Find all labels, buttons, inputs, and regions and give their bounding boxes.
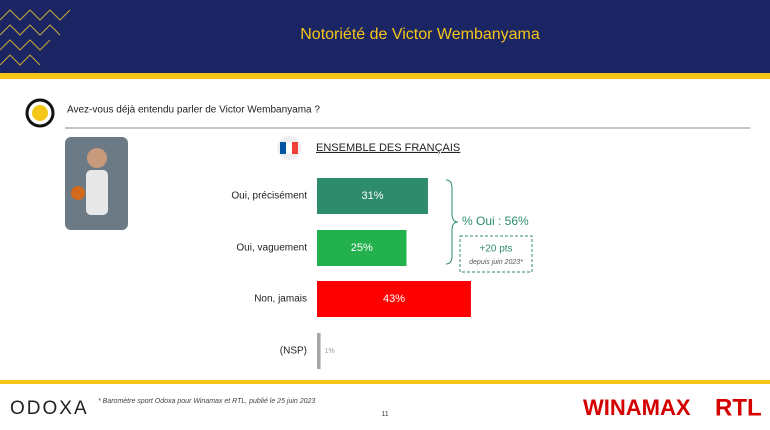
category-label: (NSP) [280, 346, 307, 357]
question-icon [25, 98, 55, 128]
flag-red [292, 142, 298, 154]
question: Avez-vous déjà entendu parler de Victor … [67, 105, 320, 116]
sponsor-logo: WINAMAX [583, 395, 691, 420]
annotation-total: % Oui : 56% [462, 214, 529, 228]
annotation-since: depuis juin 2023* [469, 259, 523, 266]
header-pattern [0, 9, 71, 66]
header-band [0, 0, 770, 73]
footer-rule [0, 380, 770, 384]
bars: Oui, précisément 31% Oui, vaguement 25% Non,… [231, 178, 471, 369]
value-label: 25% [351, 242, 373, 254]
player-photo-head [87, 148, 107, 168]
brace [445, 179, 459, 265]
value-label: 31% [361, 190, 383, 202]
category-label: Oui, précisément [231, 191, 307, 202]
annotation-change: +20 pts [479, 244, 512, 255]
bar [317, 178, 428, 214]
footer-logo: ODOXA [10, 398, 89, 419]
player-photo-ball [71, 186, 85, 200]
value-label: 1% [325, 348, 335, 355]
value-label: 43% [383, 293, 405, 305]
header-rule [0, 73, 770, 79]
sponsor-logo: RTL [715, 394, 762, 421]
page-number: 11 [381, 411, 388, 418]
flag-blue [280, 142, 286, 154]
bar [317, 281, 471, 317]
bar [317, 333, 321, 369]
category-label: Oui, vaguement [236, 243, 307, 254]
slide-title: Notoriété de Victor Wembanyama [300, 26, 540, 43]
flag-white [286, 142, 292, 154]
category-label: Non, jamais [254, 294, 307, 305]
chart-subtitle: ENSEMBLE DES FRANÇAIS [316, 142, 460, 154]
annotation-box [459, 235, 533, 273]
player-photo-body [86, 170, 108, 215]
bar [317, 230, 407, 266]
question-icon-core [32, 105, 48, 121]
footnote: * Baromètre sport Odoxa pour Winamax et … [98, 398, 315, 405]
